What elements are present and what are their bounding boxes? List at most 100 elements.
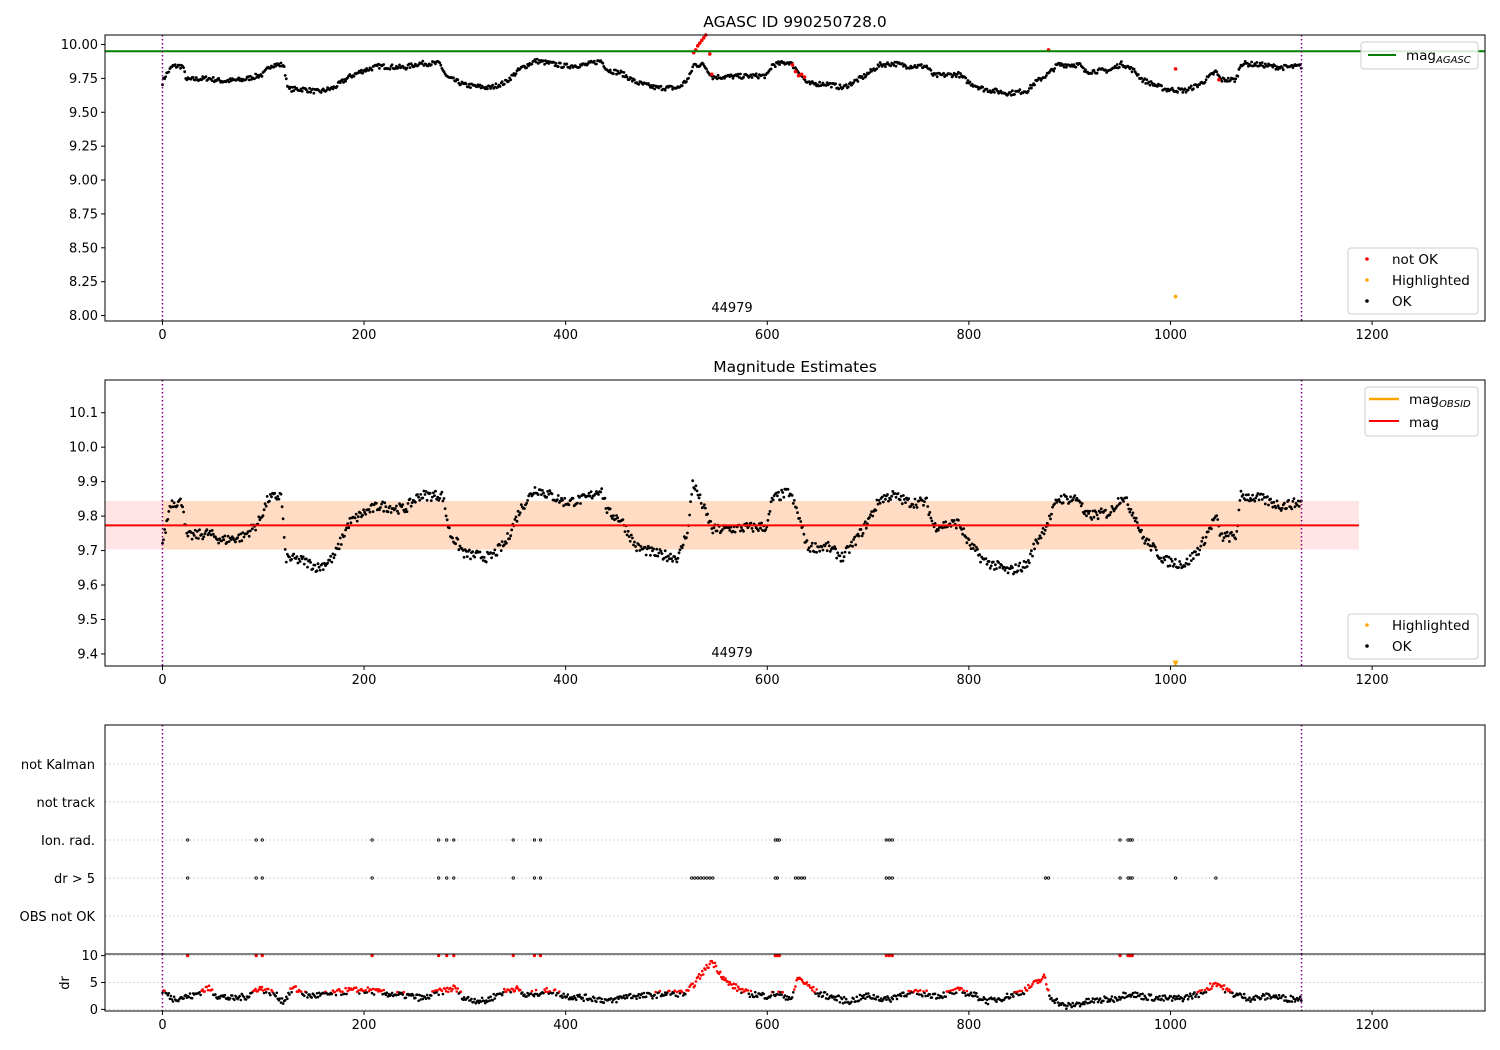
dr-point [1290,1000,1294,1003]
agasc-ok-point [742,75,745,79]
dr-flagged-point [1037,978,1041,982]
estimates-ok-point [436,495,440,499]
dr-point [491,998,495,1002]
estimates-ok-point [279,492,283,496]
flag-marker [890,876,894,880]
flag-marker [884,838,888,842]
agasc-ok-point [964,76,968,80]
agasc-ok-point [292,89,296,93]
estimates-ok-point [709,520,713,523]
estimates-ok-point [1043,528,1047,532]
estimates-ok-point [354,512,358,516]
dr-point [419,998,423,1001]
dr-xtick-label: 200 [352,1018,377,1033]
dr-point [672,991,675,995]
flag-marker [702,876,706,880]
estimates-ok-point [288,555,291,559]
dr-point [865,992,868,995]
agasc-ok-point [397,66,400,69]
estimates-ok-point [1116,497,1120,500]
dr-flagged-point [1035,979,1038,982]
estimates-ok-point [1149,548,1153,552]
dr-point [575,998,578,1002]
agasc-ok-point [691,65,695,69]
dr-point [1173,994,1176,998]
dr-flagged-point [675,990,679,994]
estimates-ok-point [843,550,847,554]
flag-marker [370,876,374,880]
agasc-ok-point [544,59,547,62]
estimates-ok-point [280,505,284,509]
dr-point [1175,995,1178,998]
dr-flagged-point [654,990,657,994]
dr-point [262,991,266,995]
estimates-ok-point [1092,515,1096,519]
estimates-ok-point [401,503,405,506]
estimates-plot-frame [104,379,1486,667]
dr-xtick-label: 400 [553,1018,578,1033]
dr-point [665,993,668,996]
flag-row-label: Ion. rad. [41,834,95,849]
agasc-ok-point [525,66,528,70]
estimates-ok-point [384,505,388,509]
estimates-ok-point [331,552,335,556]
dr-point [776,993,779,996]
estimates-ok-point [1000,564,1004,567]
dr-point [1141,992,1144,996]
estimates-ok-point [514,515,518,519]
estimates-ok-point [1228,540,1231,543]
agasc-ok-point [559,61,562,65]
estimates-ok-point [161,541,164,545]
estimates-ok-point [424,490,428,493]
agasc-ok-point [283,74,287,77]
dr-point [1052,999,1055,1002]
dr-point [566,993,570,996]
dr-point [317,991,321,995]
dr-point [386,995,390,998]
agasc-ok-point [637,82,641,86]
estimates-ytick-label: 9.9 [77,475,98,490]
agasc-ok-point [1063,63,1067,66]
estimates-ok-point [989,564,993,568]
agasc-ok-point [364,69,368,73]
estimates-ok-point [1058,500,1062,504]
estimates-ok-point [1283,501,1286,505]
dr-point [562,992,565,996]
estimates-ok-point [969,547,973,551]
estimates-ok-point [678,548,682,552]
estimates-ok-point [758,522,761,525]
flag-marker [1043,876,1048,880]
estimates-ok-point [808,550,812,553]
dr-point [792,991,795,994]
dr-point [484,1001,487,1005]
flag-marker [437,838,441,842]
dr-flagged-point [453,984,456,988]
dr-point [1274,994,1278,997]
flag-marker [690,876,694,880]
agasc-ok-point [413,64,416,68]
dr-point [1265,992,1268,995]
agasc-ok-point [227,80,231,84]
agasc-ok-point [893,60,897,64]
agasc-ok-point [388,67,392,71]
estimates-ok-point [677,551,681,555]
dr-flagged-point [354,986,358,989]
agasc-ok-point [367,68,371,72]
agasc-ok-point [1273,64,1277,67]
dr-flagged-point [720,975,723,979]
estimates-ok-point [1190,551,1194,555]
estimates-ok-point [968,544,972,547]
estimates-ok-point [675,560,679,564]
dr-point [1161,994,1164,998]
estimates-ok-point [302,562,306,566]
estimates-ok-point [468,548,471,552]
dr-flagged-point [436,989,440,992]
dr-flagged-point [698,977,702,980]
estimates-ok-point [297,557,301,561]
estimates-ok-point [344,528,347,532]
dr-point [902,991,905,994]
estimates-ok-point [265,495,269,498]
dr-point [986,1002,990,1006]
dr-point [1197,995,1200,999]
